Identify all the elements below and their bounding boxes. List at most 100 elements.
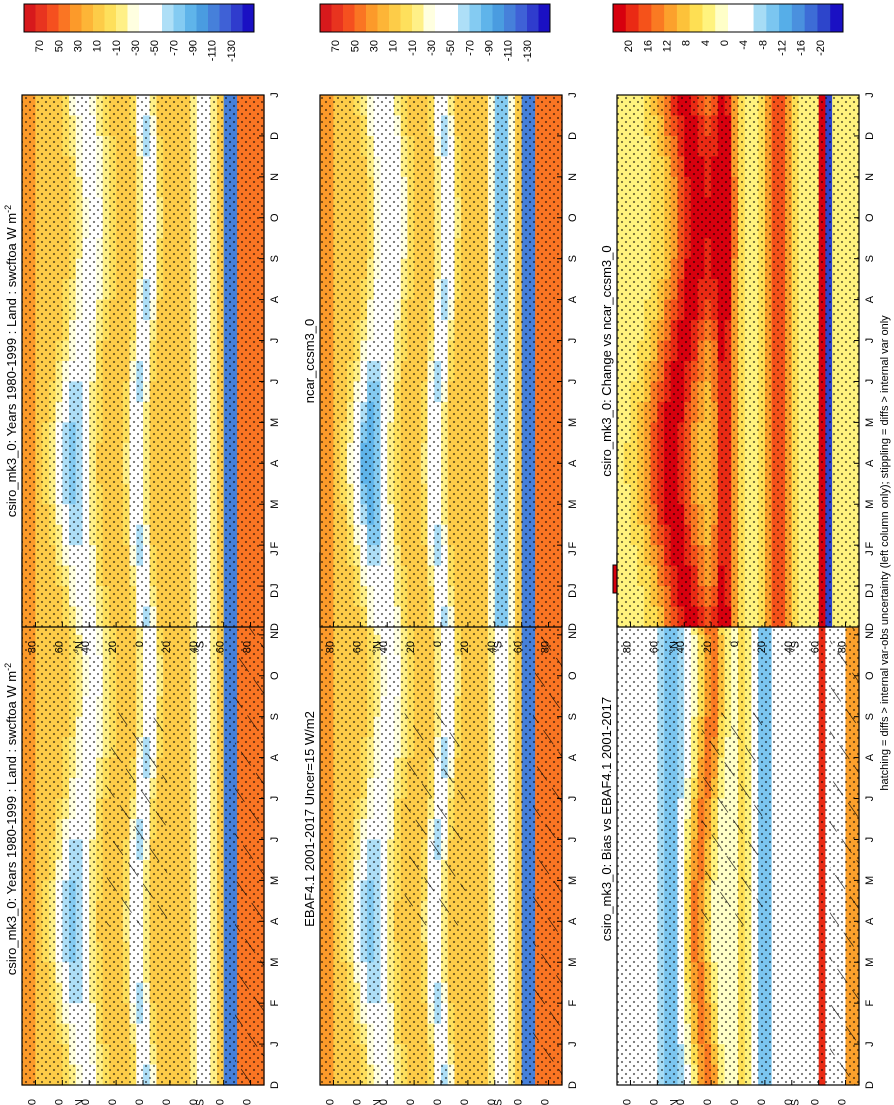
latitude-tick-label: 0 [432, 641, 444, 647]
latitude-tick-label: 80 [540, 641, 552, 653]
panel-title: ncar_ccsm3_0 [302, 319, 317, 404]
colorbar-label: -30 [130, 40, 142, 56]
month-tick-label: D [567, 132, 579, 140]
colorbar-swatch [35, 4, 48, 32]
hemisphere-label: °S [493, 641, 505, 653]
latitude-tick-label: 20 [161, 641, 173, 653]
stippling-overlay [320, 95, 562, 627]
colorbar-swatch [331, 4, 344, 32]
colorbar-label: 10 [388, 40, 400, 52]
colorbar-swatch [458, 4, 470, 32]
latitude-tick-label: 0 [432, 1099, 444, 1105]
colorbar-swatch [104, 4, 117, 32]
month-tick-label: M [567, 876, 579, 885]
colorbar-label: -90 [188, 40, 200, 56]
month-tick-label: F [567, 1000, 579, 1007]
latitude-tick-label: 80 [242, 641, 254, 653]
month-tick-label: N [567, 173, 579, 181]
month-tick-label: D [567, 623, 579, 631]
colorbar-frame [319, 3, 551, 33]
panel-title: csiro_mk3_0: Years 1980-1999 : Land : sw… [3, 205, 19, 517]
colorbar-label: 70 [34, 40, 46, 52]
month-tick-label: S [269, 255, 281, 262]
colorbar-label: -70 [464, 40, 476, 56]
colorbar-swatch [150, 4, 163, 32]
month-tick-label: M [269, 418, 281, 427]
colorbar-swatch [412, 4, 424, 32]
month-tick-label: J [567, 92, 579, 98]
latitude-tick-label: 60 [513, 1099, 525, 1105]
colorbar-swatch [196, 4, 209, 32]
panel-top_left: DJFMAMJJASONDJ80604020020406080°N°Scsiro… [3, 550, 281, 1105]
colorbar-swatch [435, 4, 447, 32]
colorbar-label: -110 [207, 40, 219, 61]
latitude-tick-label: 80 [26, 641, 38, 653]
hemisphere-label: °S [195, 1099, 207, 1105]
colorbar-swatch [58, 4, 71, 32]
colorbar-swatch [242, 4, 255, 32]
month-tick-label: A [567, 753, 579, 761]
panel-title: csiro_mk3_0: Years 1980-1999 : Land : sw… [3, 663, 19, 975]
colorbar-swatch [366, 4, 378, 32]
latitude-tick-label: 60 [53, 641, 65, 653]
latitude-tick-label: 80 [324, 641, 336, 653]
colorbar-swatch [423, 4, 436, 32]
month-tick-label: A [567, 917, 579, 925]
month-tick-label: D [269, 590, 281, 598]
colorbar-swatch [400, 4, 413, 32]
latitude-tick-label: 40 [486, 1099, 498, 1105]
month-tick-label: J [269, 92, 281, 98]
hemisphere-label: °N [372, 641, 384, 653]
month-tick-label: D [567, 1081, 579, 1089]
latitude-tick-label: 40 [80, 641, 92, 653]
month-tick-label: M [269, 876, 281, 885]
latitude-tick-label: 40 [80, 1099, 92, 1105]
latitude-tick-label: 80 [242, 1099, 254, 1105]
panel-mid_left: DJFMAMJJASONDJ80604020020406080°N°SEBAF4… [302, 550, 579, 1105]
month-tick-label: J [269, 338, 281, 344]
month-tick-label: J [269, 796, 281, 802]
latitude-tick-label: 40 [188, 641, 200, 653]
month-tick-label: O [269, 671, 281, 680]
colorbar-swatch [469, 4, 482, 32]
colorbar-swatch [515, 4, 528, 32]
month-tick-label: J [567, 1041, 579, 1047]
colorbar-swatch [116, 4, 128, 32]
colorbar-swatch [481, 4, 493, 32]
month-tick-label: J [567, 379, 579, 385]
month-tick-label: F [269, 542, 281, 549]
hemisphere-label: °N [74, 641, 86, 653]
colorbar-swatch [527, 4, 539, 32]
month-tick-label: N [269, 631, 281, 639]
hemisphere-label: °N [372, 1099, 384, 1105]
colorbar-swatch [47, 4, 59, 32]
colorbar-label: -130 [226, 40, 238, 62]
latitude-tick-label: 60 [215, 1099, 227, 1105]
panel-bottom_left: DJFMAMJJASONDJ80604020020406080°N°Scsiro… [599, 550, 876, 1105]
colorbar-swatch [343, 4, 355, 32]
month-tick-label: F [567, 542, 579, 549]
month-tick-label: M [269, 500, 281, 509]
month-tick-label: J [269, 837, 281, 843]
latitude-tick-label: 20 [161, 1099, 173, 1105]
month-tick-label: A [269, 917, 281, 925]
colorbar-swatch [492, 4, 505, 32]
colorbar-swatch [208, 4, 220, 32]
month-tick-label: J [567, 796, 579, 802]
colorbar-label: -90 [484, 40, 496, 56]
colorbar-label: -110 [503, 40, 515, 61]
month-tick-label: O [269, 213, 281, 222]
colorbar-swatch [81, 4, 94, 32]
colorbar-frame [23, 3, 255, 33]
colorbar-swatch [320, 4, 332, 32]
latitude-tick-label: 40 [188, 1099, 200, 1105]
colorbar-label: -10 [407, 40, 419, 56]
title-superscript: -2 [3, 663, 13, 671]
stippling-overlay [22, 95, 264, 627]
latitude-tick-label: 20 [107, 641, 119, 653]
month-tick-label: J [567, 338, 579, 344]
month-tick-label: M [269, 958, 281, 967]
